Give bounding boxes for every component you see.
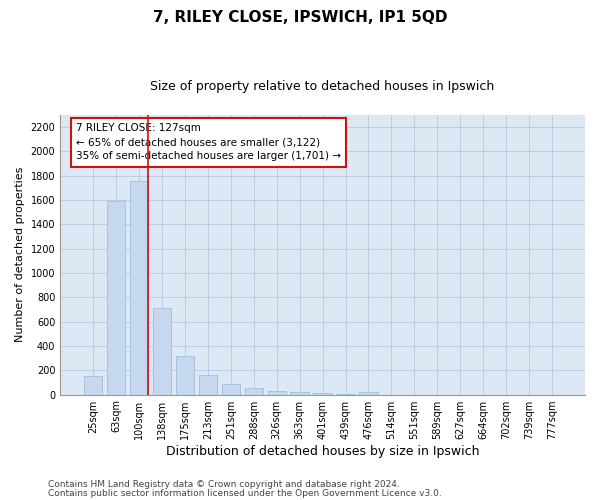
Bar — [313, 393, 332, 394]
Bar — [359, 392, 377, 394]
Bar — [245, 388, 263, 394]
Bar — [221, 384, 240, 394]
Bar — [290, 392, 309, 394]
Title: Size of property relative to detached houses in Ipswich: Size of property relative to detached ho… — [151, 80, 495, 93]
X-axis label: Distribution of detached houses by size in Ipswich: Distribution of detached houses by size … — [166, 444, 479, 458]
Text: Contains public sector information licensed under the Open Government Licence v3: Contains public sector information licen… — [48, 488, 442, 498]
Y-axis label: Number of detached properties: Number of detached properties — [15, 167, 25, 342]
Text: 7, RILEY CLOSE, IPSWICH, IP1 5QD: 7, RILEY CLOSE, IPSWICH, IP1 5QD — [153, 10, 447, 25]
Bar — [153, 308, 171, 394]
Bar — [130, 180, 148, 394]
Bar — [199, 375, 217, 394]
Bar — [176, 356, 194, 395]
Bar — [84, 376, 103, 394]
Text: Contains HM Land Registry data © Crown copyright and database right 2024.: Contains HM Land Registry data © Crown c… — [48, 480, 400, 489]
Text: 7 RILEY CLOSE: 127sqm
← 65% of detached houses are smaller (3,122)
35% of semi-d: 7 RILEY CLOSE: 127sqm ← 65% of detached … — [76, 124, 341, 162]
Bar — [107, 202, 125, 394]
Bar — [268, 391, 286, 394]
